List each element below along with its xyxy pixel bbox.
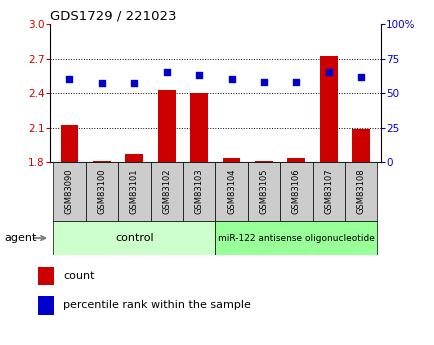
Point xyxy=(163,70,170,75)
Bar xyxy=(39,296,54,315)
Bar xyxy=(344,162,377,221)
Point xyxy=(357,74,364,79)
Bar xyxy=(215,221,377,255)
Text: agent: agent xyxy=(4,233,36,243)
Text: GSM83105: GSM83105 xyxy=(259,169,268,214)
Text: GSM83106: GSM83106 xyxy=(291,169,300,214)
Bar xyxy=(287,158,305,162)
Text: count: count xyxy=(63,271,95,281)
Bar xyxy=(190,93,207,162)
Text: GSM83108: GSM83108 xyxy=(356,169,365,214)
Bar xyxy=(222,158,240,162)
Bar xyxy=(247,162,279,221)
Point xyxy=(292,79,299,85)
Point xyxy=(227,77,234,82)
Point xyxy=(195,72,202,78)
Text: miR-122 antisense oligonucleotide: miR-122 antisense oligonucleotide xyxy=(217,234,374,243)
Bar xyxy=(279,162,312,221)
Bar xyxy=(53,162,85,221)
Text: percentile rank within the sample: percentile rank within the sample xyxy=(63,300,250,310)
Bar xyxy=(319,56,337,162)
Bar xyxy=(53,221,215,255)
Bar xyxy=(215,162,247,221)
Bar xyxy=(39,267,54,285)
Text: GDS1729 / 221023: GDS1729 / 221023 xyxy=(50,10,176,23)
Bar xyxy=(182,162,215,221)
Point xyxy=(66,77,73,82)
Bar xyxy=(60,125,78,162)
Text: GSM83107: GSM83107 xyxy=(323,169,332,214)
Bar xyxy=(85,162,118,221)
Bar xyxy=(312,162,344,221)
Point xyxy=(260,79,267,85)
Text: GSM83103: GSM83103 xyxy=(194,169,203,214)
Bar xyxy=(150,162,182,221)
Point xyxy=(325,70,332,75)
Bar xyxy=(352,129,369,162)
Point xyxy=(98,81,105,86)
Bar xyxy=(125,154,143,162)
Text: GSM83101: GSM83101 xyxy=(129,169,138,214)
Text: GSM83090: GSM83090 xyxy=(65,169,74,214)
Bar xyxy=(158,90,175,162)
Text: GSM83104: GSM83104 xyxy=(227,169,236,214)
Bar xyxy=(254,161,272,162)
Text: GSM83102: GSM83102 xyxy=(162,169,171,214)
Bar xyxy=(118,162,150,221)
Text: GSM83100: GSM83100 xyxy=(97,169,106,214)
Bar xyxy=(93,161,111,162)
Point xyxy=(131,81,138,86)
Text: control: control xyxy=(115,233,153,243)
